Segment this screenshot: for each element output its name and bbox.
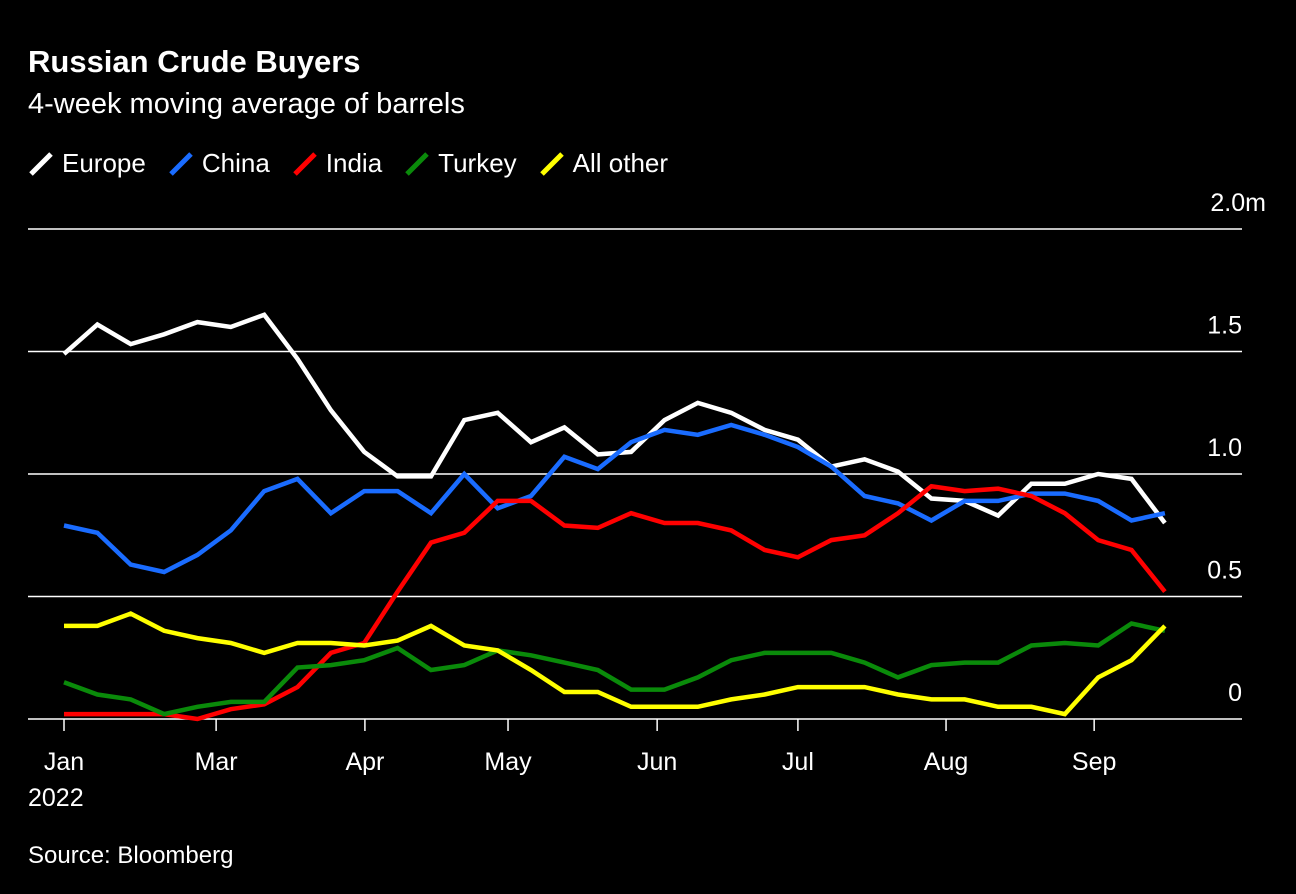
series-line-turkey: [63, 621, 1166, 717]
legend-item: India: [292, 148, 382, 179]
legend-item: Turkey: [404, 148, 517, 179]
x-tick-label: Jul: [782, 748, 814, 776]
x-tick-label: May: [484, 748, 532, 776]
x-tick-label: Mar: [195, 748, 238, 776]
x-year-label: 2022: [28, 784, 84, 812]
y-tick-label: 0.5: [1207, 557, 1242, 585]
legend-swatch-icon: [29, 151, 53, 176]
legend-label: India: [325, 148, 383, 178]
legend-item: China: [168, 148, 270, 179]
series-line-china: [63, 422, 1166, 575]
legend-swatch-icon: [405, 151, 429, 176]
x-tick-label: Aug: [924, 748, 968, 776]
y-tick-label: 2.0m: [1210, 189, 1266, 217]
legend-swatch-icon: [539, 151, 564, 176]
legend-label: Turkey: [438, 148, 517, 178]
y-tick-label: 0: [1228, 679, 1242, 707]
chart-title: Russian Crude Buyers: [28, 44, 361, 79]
legend-swatch-icon: [169, 151, 193, 176]
legend: Europe China India Turkey All other: [28, 148, 668, 179]
y-tick-label: 1.5: [1207, 312, 1242, 340]
legend-item: All other: [539, 148, 668, 179]
series-line-europe: [62, 312, 1167, 525]
chart-subtitle: 4-week moving average of barrels: [28, 88, 465, 120]
legend-label: All other: [572, 148, 669, 178]
legend-label: Europe: [62, 148, 146, 178]
legend-swatch-icon: [293, 151, 317, 176]
x-tick-label: Jan: [44, 748, 84, 776]
x-tick-label: Jun: [637, 748, 677, 776]
source-note: Source: Bloomberg: [28, 842, 234, 869]
x-tick-label: Apr: [345, 748, 384, 776]
legend-item: Europe: [28, 148, 146, 179]
legend-label: China: [201, 148, 270, 178]
y-tick-label: 1.0: [1207, 434, 1242, 462]
series-line-india: [64, 483, 1167, 722]
x-tick-label: Sep: [1072, 748, 1116, 776]
series-line-all-other: [64, 611, 1167, 717]
